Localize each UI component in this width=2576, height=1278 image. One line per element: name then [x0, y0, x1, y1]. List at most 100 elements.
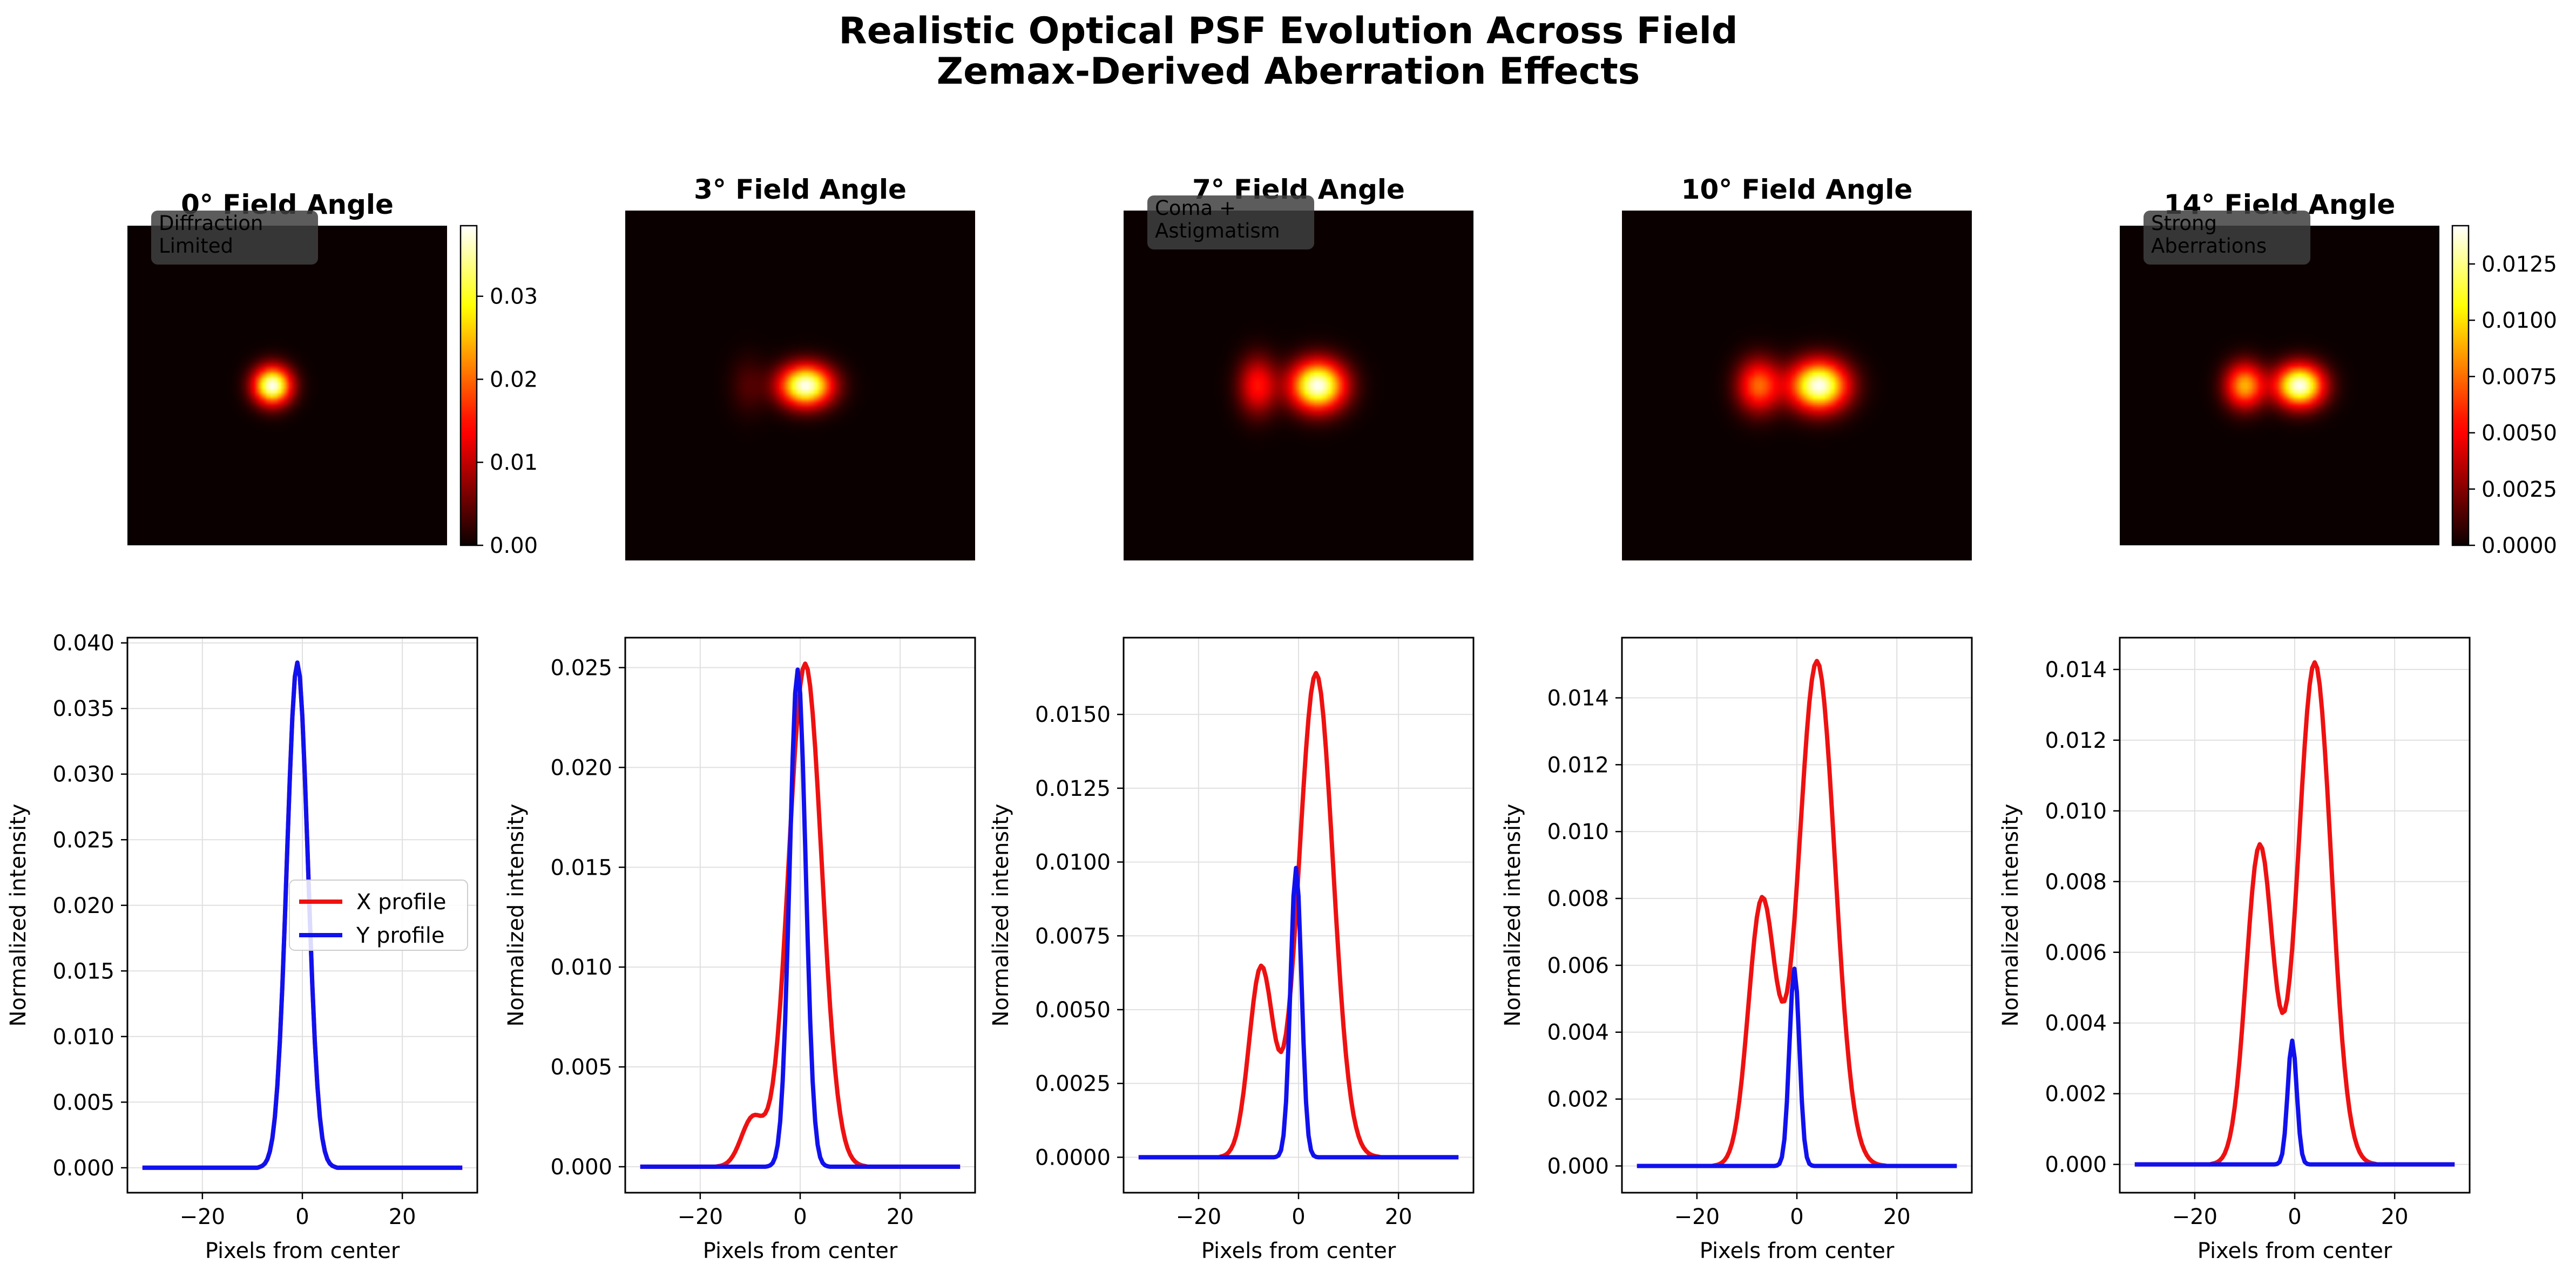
y-tick-label: 0.025 [52, 828, 114, 853]
y-tick-label: 0.006 [1547, 954, 1609, 978]
annotation-background [2144, 211, 2310, 265]
y-tick-label: 0.000 [1547, 1154, 1609, 1179]
y-tick-label: 0.005 [550, 1055, 612, 1080]
colorbar-tick-label: 0.01 [490, 450, 538, 475]
x-tick-label: 0 [2288, 1205, 2301, 1229]
y-tick-label: 0.040 [52, 631, 114, 656]
x-tick-label: 0 [1292, 1205, 1305, 1229]
y-tick-label: 0.010 [550, 955, 612, 980]
x-tick-label: −20 [1176, 1205, 1221, 1229]
x-axis-label: Pixels from center [1201, 1239, 1396, 1263]
y-tick-label: 0.000 [550, 1155, 612, 1180]
psf-image [1622, 211, 1972, 560]
x-tick-label: 20 [2381, 1205, 2409, 1229]
y-tick-label: 0.010 [2045, 799, 2107, 824]
y-tick-label: 0.000 [2045, 1153, 2107, 1178]
y-tick-label: 0.002 [2045, 1082, 2107, 1107]
y-tick-label: 0.008 [2045, 870, 2107, 895]
annotation-text: Strong [2151, 212, 2217, 235]
y-tick-label: 0.0025 [1035, 1072, 1111, 1097]
x-tick-label: 20 [887, 1205, 914, 1229]
y-tick-label: 0.002 [1547, 1087, 1609, 1112]
y-tick-label: 0.014 [2045, 658, 2107, 682]
x-tick-label: −20 [1674, 1205, 1720, 1229]
legend: X profile Y profile [289, 880, 468, 951]
y-tick-label: 0.000 [52, 1156, 114, 1181]
colorbar-gradient [459, 225, 478, 546]
psf-image [1124, 211, 1473, 560]
psf-image [127, 226, 447, 545]
annotation-text: Diffraction [159, 212, 263, 235]
annotation-text: Limited [159, 234, 233, 258]
colorbar-tick-label: 0.0075 [2482, 364, 2557, 389]
y-tick-label: 0.0100 [1035, 850, 1111, 875]
y-tick-label: 0.035 [52, 697, 114, 721]
colorbar-gradient [2451, 225, 2470, 546]
x-tick-label: −20 [2172, 1205, 2217, 1229]
figure-subtitle: Zemax-Derived Aberration Effects [937, 50, 1640, 93]
annotation-background [151, 211, 318, 265]
y-axis-label: Normalized intensity [989, 804, 1013, 1027]
psf-heatmap-panel: 0° Field AngleDiffractionLimited0.000.01… [127, 189, 538, 558]
x-tick-label: 20 [1883, 1205, 1911, 1229]
colorbar-tick-label: 0.0000 [2482, 533, 2557, 558]
y-tick-label: 0.020 [52, 894, 114, 918]
legend-box [289, 880, 468, 951]
y-axis-label: Normalized intensity [1500, 804, 1525, 1027]
x-axis-label: Pixels from center [1700, 1239, 1895, 1263]
y-axis-label: Normalized intensity [504, 804, 529, 1027]
x-tick-label: 0 [793, 1205, 807, 1229]
y-tick-label: 0.005 [52, 1090, 114, 1115]
y-profile-line [640, 667, 961, 1169]
y-profile-line [1138, 865, 1459, 1160]
annotation-text: Coma + [1155, 197, 1236, 220]
annotation-text: Astigmatism [1155, 219, 1280, 242]
colorbar-tick-label: 0.02 [490, 367, 538, 392]
colorbar-tick-label: 0.03 [490, 285, 538, 309]
profile-panel: −20 0 20 0.000 0.002 0.004 0.006 0.008 0.010 0.01… [1998, 637, 2471, 1263]
y-tick-label: 0.0075 [1035, 924, 1111, 949]
colorbar-tick-label: 0.0100 [2482, 308, 2557, 333]
y-tick-label: 0.0150 [1035, 702, 1111, 727]
x-axis-label: Pixels from center [205, 1239, 400, 1263]
x-axis-label: Pixels from center [703, 1239, 898, 1263]
colorbar: 0.0000 0.0025 0.0050 0.0075 0.0100 0.0125 [2451, 225, 2557, 558]
annotation-background [1147, 195, 1314, 249]
profile-panel: −20 0 20 0.000 0.005 0.010 0.015 0.020 0.025 Pixe… [504, 637, 976, 1263]
y-profile-line [142, 660, 463, 1170]
colorbar-tick-label: 0.0125 [2482, 252, 2557, 277]
y-tick-label: 0.0050 [1035, 998, 1111, 1023]
x-tick-label: 0 [295, 1205, 309, 1229]
colorbar: 0.00 0.01 0.02 0.03 [459, 225, 538, 558]
x-tick-label: 20 [1385, 1205, 1412, 1229]
y-tick-label: 0.012 [1547, 753, 1609, 777]
psf-heatmap-panel: 3° Field Angle [625, 174, 975, 560]
x-tick-label: −20 [180, 1205, 225, 1229]
y-tick-label: 0.014 [1547, 686, 1609, 711]
y-tick-label: 0.006 [2045, 941, 2107, 965]
psf-image [625, 211, 975, 560]
psf-heatmap-panel: 14° Field AngleStrongAberrations0.00000.… [2120, 189, 2557, 558]
profile-panel: −20 0 20 0.000 0.005 0.010 0.015 0.020 0.025 0.03… [6, 631, 478, 1263]
y-profile-line [1637, 966, 1957, 1168]
legend-label: Y profile [356, 923, 445, 948]
x-axis-label: Pixels from center [2198, 1239, 2392, 1263]
y-tick-label: 0.004 [2045, 1011, 2107, 1036]
psf-heatmap-panel: 10° Field Angle [1622, 174, 1972, 560]
colorbar-tick-label: 0.0025 [2482, 477, 2557, 502]
y-tick-label: 0.020 [550, 755, 612, 780]
y-tick-label: 0.0125 [1035, 776, 1111, 801]
x-tick-label: 20 [389, 1205, 416, 1229]
y-tick-label: 0.004 [1547, 1020, 1609, 1045]
psf-image [2120, 226, 2439, 545]
y-tick-label: 0.0000 [1035, 1145, 1111, 1170]
y-tick-label: 0.030 [52, 762, 114, 787]
annotation-text: Aberrations [2151, 234, 2267, 258]
y-tick-label: 0.008 [1547, 887, 1609, 911]
x-tick-label: 0 [1790, 1205, 1803, 1229]
heatmap-title: 3° Field Angle [694, 174, 907, 205]
y-tick-label: 0.010 [1547, 820, 1609, 844]
figure-title: Realistic Optical PSF Evolution Across F… [839, 10, 1737, 52]
